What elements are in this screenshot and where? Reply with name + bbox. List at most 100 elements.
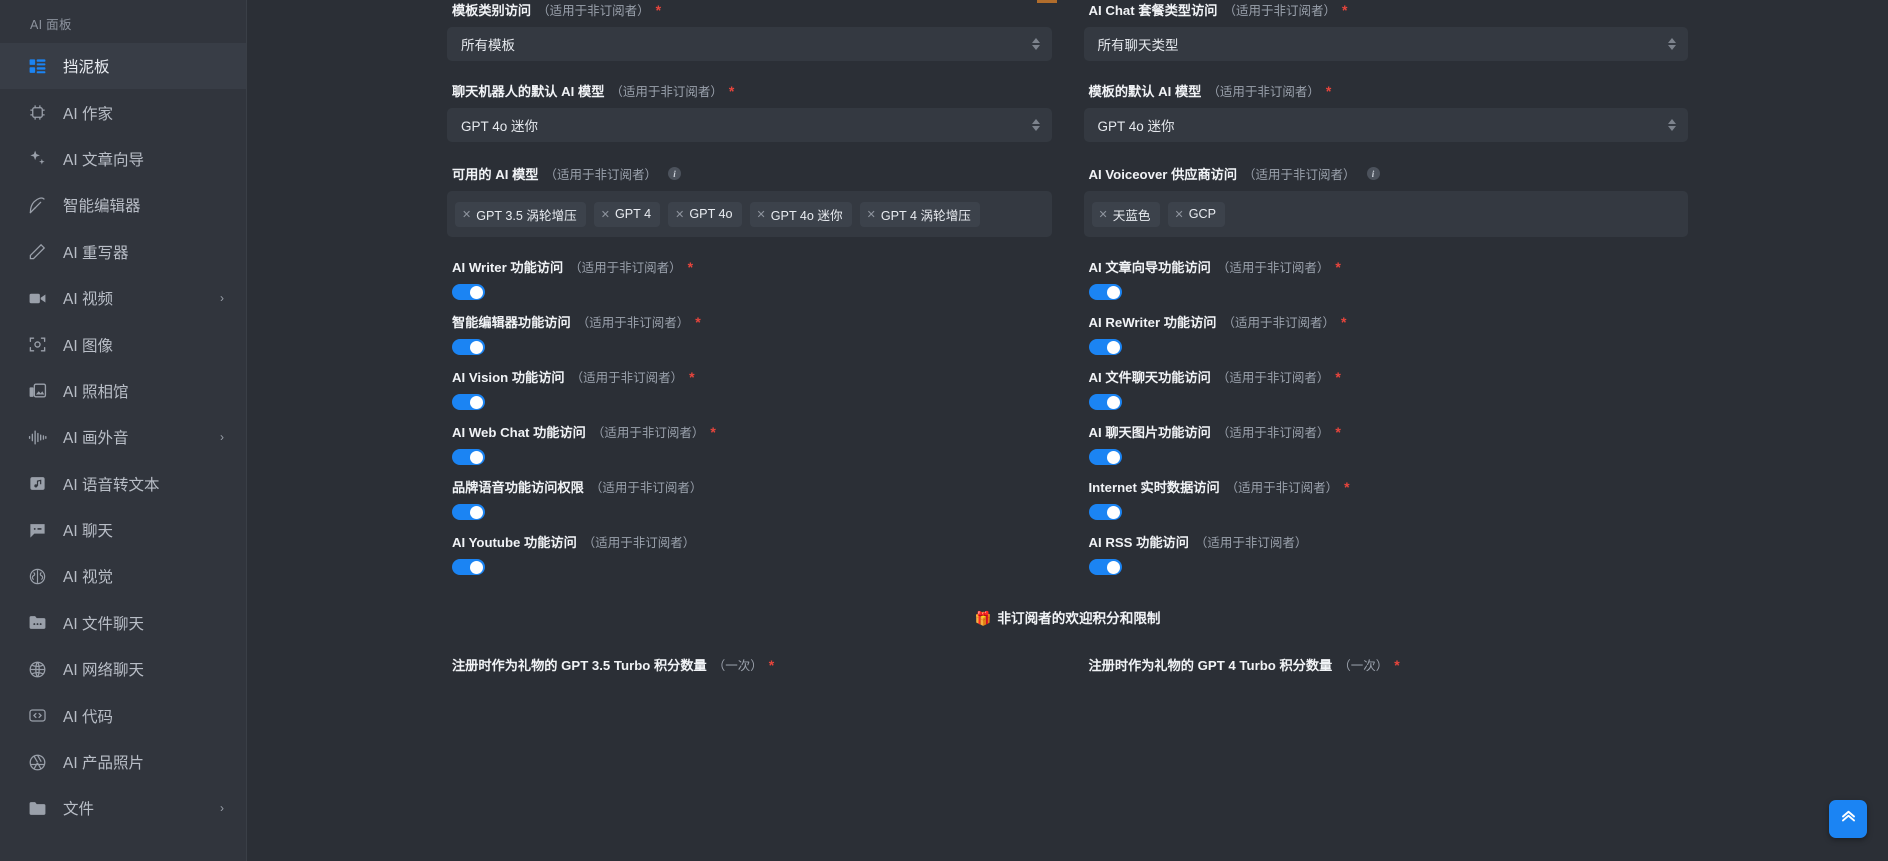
tag-chip[interactable]: ✕ 天蓝色 — [1091, 201, 1160, 227]
field-gpt4-gift-credits: 注册时作为礼物的 GPT 4 Turbo 积分数量 （一次） * — [1084, 655, 1689, 682]
sidebar-item-15[interactable]: AI 产品照片 — [0, 739, 246, 785]
sidebar-item-label: AI 代码 — [63, 708, 113, 726]
sidebar-item-8[interactable]: AI 画外音 › — [0, 414, 246, 460]
remove-tag-icon[interactable]: ✕ — [756, 207, 766, 221]
label-note: （适用于非订阅者） — [570, 371, 684, 385]
sidebar-item-11[interactable]: AI 视觉 — [0, 553, 246, 599]
tag-chip[interactable]: ✕ GPT 3.5 涡轮增压 — [455, 201, 586, 227]
sidebar-item-6[interactable]: AI 图像 — [0, 321, 246, 367]
select-aichat-plan-type[interactable]: 所有聊天类型 — [1083, 27, 1688, 61]
toggle-switch[interactable] — [1088, 339, 1122, 355]
field-label: AI 聊天图片功能访问 （适用于非订阅者） * — [1084, 422, 1689, 449]
sidebar-nav: 挡泥板 AI 作家 AI 文章向导 智能编辑器 AI 重写器 AI 视频 › AI 图像 AI … — [0, 43, 246, 832]
select-template-category[interactable]: 所有模板 — [447, 27, 1052, 61]
sidebar-item-9[interactable]: AI 语音转文本 — [0, 461, 246, 507]
sidebar-item-14[interactable]: AI 代码 — [0, 692, 246, 738]
toggle-switch[interactable] — [1088, 559, 1122, 575]
sidebar-item-5[interactable]: AI 视频 › — [0, 275, 246, 321]
remove-tag-icon[interactable]: ✕ — [866, 207, 876, 221]
label-text: AI RSS 功能访问 — [1088, 535, 1189, 550]
label-text: AI Youtube 功能访问 — [452, 535, 577, 550]
toggle-switch[interactable] — [452, 559, 485, 575]
field-chatbot-default-model: 聊天机器人的默认 AI 模型 （适用于非订阅者） * GPT 4o 迷你 — [447, 81, 1052, 142]
sidebar-item-label: AI 画外音 — [63, 430, 129, 448]
remove-tag-icon[interactable]: ✕ — [600, 207, 610, 221]
taginput-voiceover-providers[interactable]: ✕ 天蓝色 ✕ GCP — [1083, 191, 1688, 237]
toggle-switch[interactable] — [1088, 284, 1122, 300]
sidebar-item-label: 文件 — [63, 801, 95, 819]
field-label: Internet 实时数据访问 （适用于非订阅者） * — [1084, 477, 1689, 504]
sidebar-item-label: AI 作家 — [63, 105, 113, 123]
toggle-switch[interactable] — [452, 339, 485, 355]
main-content: 模板类别访问 （适用于非订阅者） * 所有模板 AI Chat 套餐 — [247, 0, 1888, 861]
tag-label: GPT 3.5 涡轮增压 — [476, 208, 577, 223]
toggle-knob — [470, 395, 484, 409]
sidebar-item-1[interactable]: AI 作家 — [0, 89, 246, 135]
label-note: （适用于非订阅者） — [1222, 316, 1336, 330]
label-text: 模板的默认 AI 模型 — [1088, 84, 1202, 99]
tag-chip[interactable]: ✕ GCP — [1167, 201, 1226, 227]
toggle-switch[interactable] — [452, 284, 485, 300]
required-mark: * — [1394, 656, 1400, 673]
label-text: AI 聊天图片功能访问 — [1088, 425, 1211, 440]
sidebar-item-label: AI 聊天 — [63, 523, 113, 541]
toggle-knob — [470, 285, 484, 299]
toggle-switch[interactable] — [1088, 394, 1122, 410]
tag-chip[interactable]: ✕ GPT 4o 迷你 — [749, 201, 852, 227]
select-chatbot-default-model[interactable]: GPT 4o 迷你 — [447, 108, 1052, 142]
code-icon — [27, 705, 48, 726]
select-row-1: 模板类别访问 （适用于非订阅者） * 所有模板 AI Chat 套餐 — [447, 0, 1688, 61]
tag-row: 可用的 AI 模型 （适用于非订阅者） i ✕ GPT 3.5 涡轮增压 ✕ GPT … — [447, 164, 1688, 237]
info-icon[interactable]: i — [667, 167, 681, 180]
chevron-right-icon[interactable]: › — [220, 430, 224, 445]
globe-icon — [27, 659, 48, 680]
info-icon[interactable]: i — [1366, 167, 1380, 180]
chip-icon — [27, 102, 48, 123]
remove-tag-icon[interactable]: ✕ — [675, 207, 685, 221]
chevron-right-icon[interactable]: › — [220, 801, 224, 816]
field-label: AI Chat 套餐类型访问 （适用于非订阅者） * — [1084, 0, 1689, 27]
taginput-available-ai-models[interactable]: ✕ GPT 3.5 涡轮增压 ✕ GPT 4 ✕ GPT 4o ✕ GPT 4o 迷你 ✕ GPT… — [447, 191, 1052, 237]
toggle-switch[interactable] — [1088, 504, 1122, 520]
tag-chip[interactable]: ✕ GPT 4 涡轮增压 — [859, 201, 980, 227]
tag-chip[interactable]: ✕ GPT 4 — [593, 201, 661, 227]
toggle-switch[interactable] — [452, 504, 485, 520]
toggle-switch[interactable] — [452, 394, 485, 410]
spinner-icon — [1668, 38, 1676, 50]
label-text: AI 文章向导功能访问 — [1088, 260, 1211, 275]
sidebar-item-12[interactable]: AI 文件聊天 — [0, 600, 246, 646]
label-text: 注册时作为礼物的 GPT 4 Turbo 积分数量 — [1088, 658, 1333, 673]
select-template-default-model[interactable]: GPT 4o 迷你 — [1083, 108, 1688, 142]
settings-form: 模板类别访问 （适用于非订阅者） * 所有模板 AI Chat 套餐 — [447, 0, 1688, 682]
sidebar-item-4[interactable]: AI 重写器 — [0, 229, 246, 275]
tag-label: GPT 4o 迷你 — [770, 208, 843, 223]
tag-label: GPT 4 — [614, 207, 652, 221]
required-mark: * — [1344, 478, 1350, 495]
sidebar-item-label: AI 文件聊天 — [63, 615, 144, 633]
field-label: 智能编辑器功能访问 （适用于非订阅者） * — [447, 312, 1052, 339]
remove-tag-icon[interactable]: ✕ — [1174, 207, 1184, 221]
field-label: AI Vision 功能访问 （适用于非订阅者） * — [447, 367, 1052, 394]
chevron-right-icon[interactable]: › — [220, 291, 224, 306]
sidebar-item-7[interactable]: AI 照相馆 — [0, 368, 246, 414]
label-note: （适用于非订阅者） — [537, 4, 650, 18]
required-mark: * — [655, 1, 662, 18]
remove-tag-icon[interactable]: ✕ — [1098, 207, 1108, 221]
label-text: 模板类别访问 — [452, 3, 532, 18]
sidebar-item-3[interactable]: 智能编辑器 — [0, 182, 246, 228]
sidebar-item-2[interactable]: AI 文章向导 — [0, 136, 246, 182]
scroll-to-top-button[interactable] — [1829, 800, 1867, 838]
video-icon — [27, 288, 48, 309]
sidebar-item-label: AI 照相馆 — [63, 383, 129, 401]
tag-chip[interactable]: ✕ GPT 4o — [668, 201, 742, 227]
sidebar-item-16[interactable]: 文件 › — [0, 785, 246, 831]
toggle-switch[interactable] — [1088, 449, 1122, 465]
sidebar-item-13[interactable]: AI 网络聊天 — [0, 646, 246, 692]
sidebar-item-0[interactable]: 挡泥板 — [0, 43, 246, 90]
toggle-switch[interactable] — [452, 449, 485, 465]
tag-label: GCP — [1188, 207, 1217, 221]
sidebar-item-10[interactable]: AI 聊天 — [0, 507, 246, 553]
remove-tag-icon[interactable]: ✕ — [462, 207, 472, 221]
label-note: （适用于非订阅者） — [1216, 426, 1330, 440]
